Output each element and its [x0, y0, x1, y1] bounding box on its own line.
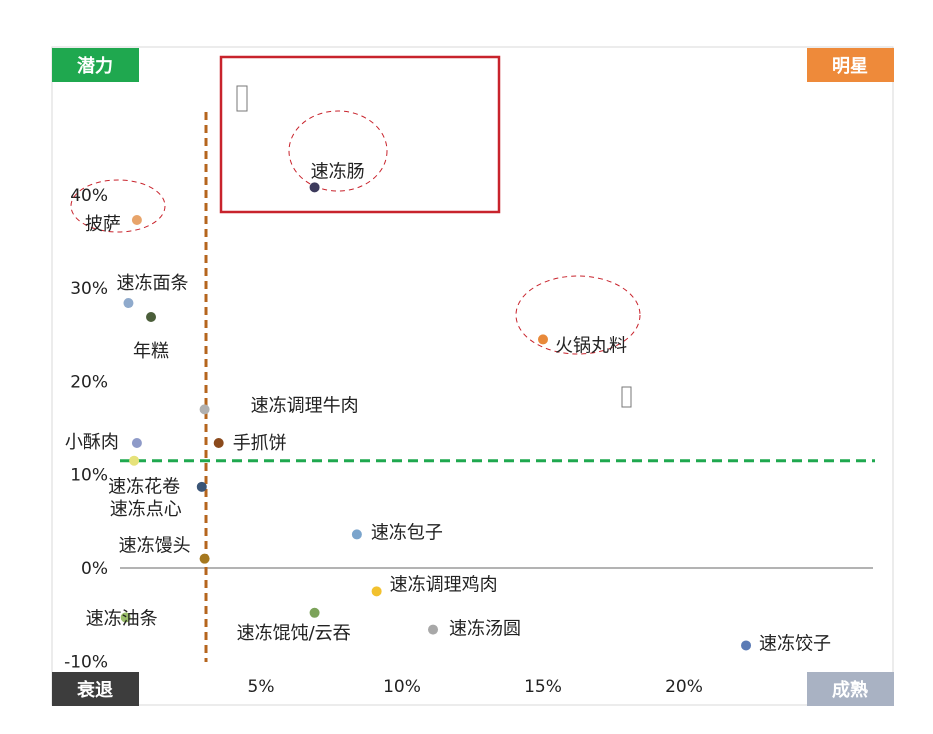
- data-label: 年糕: [133, 341, 169, 362]
- data-label: 速冻点心: [110, 499, 182, 520]
- data-label: 速冻面条: [116, 273, 188, 294]
- data-label: 小酥肉: [65, 432, 119, 453]
- data-label: 速冻调理鸡肉: [390, 574, 498, 595]
- placeholder-glyph-icon: [236, 85, 248, 112]
- data-label: 速冻馒头: [119, 536, 191, 557]
- data-label: 速冻饺子: [759, 633, 831, 654]
- data-point: [120, 612, 131, 623]
- data-label: 速冻调理牛肉: [251, 395, 359, 416]
- data-point: [199, 553, 210, 564]
- data-point: [131, 437, 142, 448]
- data-label: 速冻馄饨/云吞: [237, 623, 351, 644]
- data-point: [199, 404, 210, 415]
- y-tick-label: -10%: [64, 652, 108, 672]
- data-point: [146, 312, 157, 323]
- x-tick-label: 20%: [665, 677, 703, 697]
- quadrant-label: 明星: [832, 56, 868, 77]
- data-label: 火锅丸料: [555, 335, 627, 356]
- quadrant-label: 成熟: [832, 679, 868, 701]
- highlight-ellipse-hotpot: [515, 275, 641, 355]
- data-label: 速冻油条: [86, 608, 158, 629]
- quadrant-badge-bottom-right: [807, 672, 894, 706]
- quadrant-badge-top-left: [52, 48, 139, 82]
- x-tick-label: 15%: [524, 677, 562, 697]
- data-label: 速冻花卷: [108, 477, 180, 498]
- data-point: [131, 214, 142, 225]
- data-point: [309, 607, 320, 618]
- quadrant-badge-top-right: [807, 48, 894, 82]
- data-point: [741, 640, 752, 651]
- data-label: 手抓饼: [233, 433, 287, 454]
- data-point: [371, 586, 382, 597]
- quadrant-badge-bottom-left: [52, 672, 139, 706]
- y-tick-label: 0%: [81, 559, 108, 579]
- data-point: [213, 437, 224, 448]
- data-label: 速冻包子: [371, 522, 443, 543]
- data-label: 速冻肠: [311, 161, 365, 182]
- x-tick-label: 5%: [248, 677, 275, 697]
- data-point: [196, 481, 207, 492]
- quadrant-label: 潜力: [77, 55, 113, 77]
- highlight-ellipse-pizza: [70, 179, 166, 233]
- data-point: [123, 298, 134, 309]
- y-tick-label: 10%: [70, 466, 108, 486]
- data-point: [309, 182, 320, 193]
- data-label: 披萨: [85, 214, 121, 235]
- data-point: [538, 334, 548, 345]
- y-tick-label: 40%: [70, 186, 108, 206]
- placeholder-glyph-icon: [621, 386, 632, 408]
- data-point: [428, 624, 439, 635]
- highlight-box: [219, 55, 501, 214]
- data-point: [129, 455, 140, 466]
- y-tick-label: 30%: [70, 279, 108, 299]
- data-point: [351, 529, 362, 540]
- plot-frame: [51, 46, 894, 706]
- quadrant-label: 衰退: [76, 679, 113, 701]
- highlight-ellipse-sausage: [288, 110, 388, 192]
- y-tick-label: 20%: [70, 372, 108, 392]
- data-label: 速冻汤圆: [449, 619, 521, 640]
- x-tick-label: 10%: [383, 677, 421, 697]
